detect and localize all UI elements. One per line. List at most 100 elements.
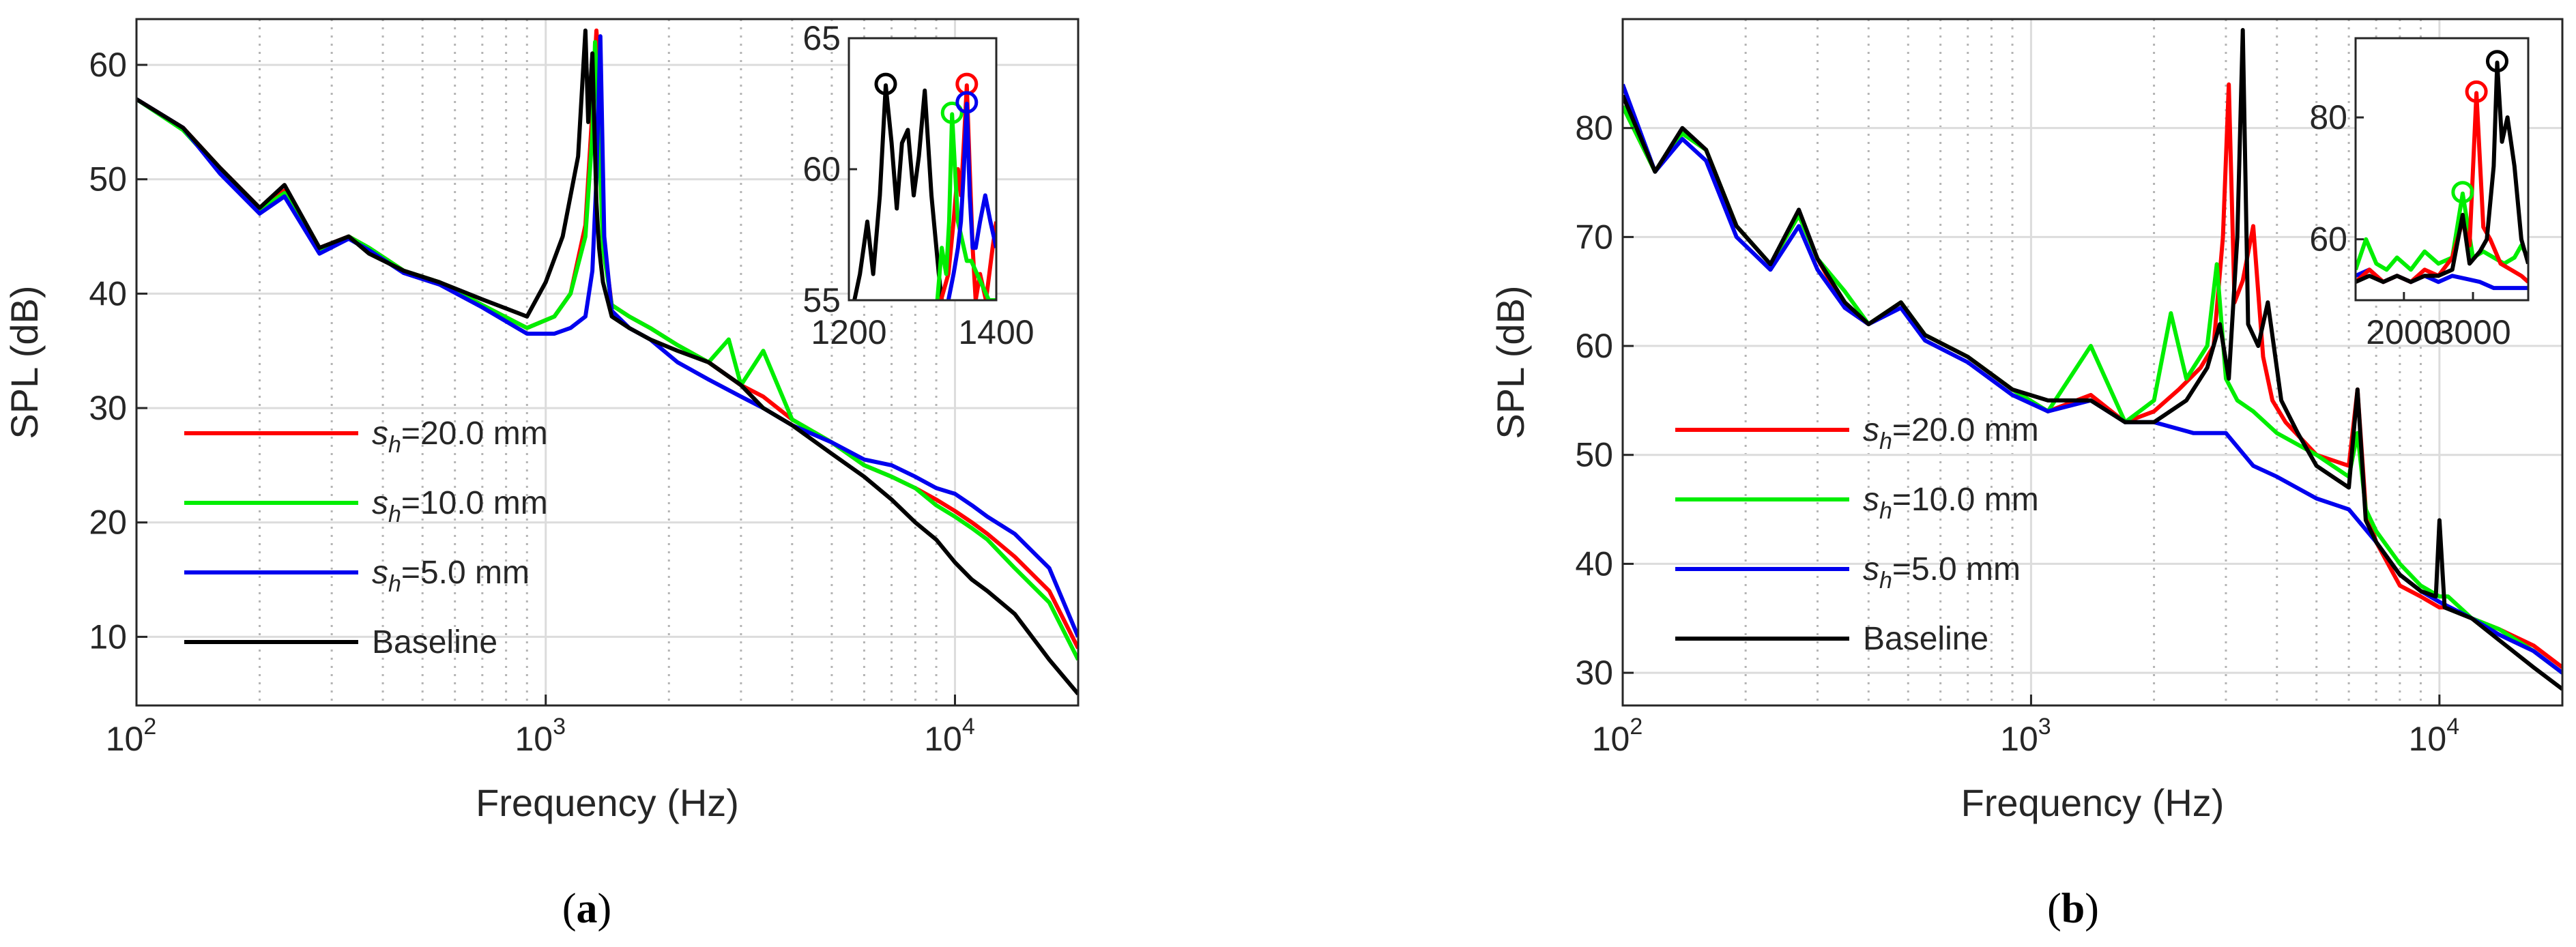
legend-subscript: h	[388, 432, 401, 458]
y-axis-label: SPL (dB)	[3, 285, 46, 439]
legend-entry: sh=10.0 mm	[1863, 482, 2039, 524]
legend-subscript: h	[388, 501, 401, 527]
y-tick-label: 70	[1575, 218, 1613, 256]
inset-series-line	[2356, 60, 2528, 285]
y-tick-label: 20	[89, 504, 127, 542]
inset-axes-box	[2354, 37, 2530, 302]
peak-marker	[2465, 80, 2488, 103]
y-tick-label: 30	[1575, 654, 1613, 692]
legend-subscript: h	[1879, 498, 1892, 524]
series-group	[136, 28, 1078, 696]
y-tick-label: 10	[89, 617, 127, 656]
inset-x-tick-label: 1200	[811, 313, 886, 351]
x-tick-label: 104	[2409, 714, 2460, 758]
inset-y-tick-label: 65	[802, 19, 841, 57]
peak-marker	[874, 72, 897, 96]
y-tick-label: 50	[1575, 436, 1613, 474]
inset-y-tick-label: 60	[2309, 220, 2347, 259]
x-tick-exponent: 3	[2038, 714, 2051, 740]
y-tick-label: 80	[1575, 109, 1613, 147]
x-axis-label: Frequency (Hz)	[1961, 781, 2225, 824]
legend-variable: s	[1863, 482, 1879, 518]
legend-entry: sh=20.0 mm	[1863, 412, 2039, 454]
y-axis-label: SPL (dB)	[1489, 285, 1532, 439]
series-line	[1623, 28, 2562, 691]
legend-entry: Baseline	[1863, 621, 1988, 657]
legend-value: =20.0 mm	[1892, 412, 2039, 448]
x-tick-exponent: 4	[962, 714, 975, 740]
caption-close-paren: )	[598, 886, 612, 932]
inset-y-tick-label: 60	[802, 150, 841, 188]
x-tick-exponent: 2	[1630, 714, 1642, 740]
inset-x-tick-label: 2000	[2366, 313, 2442, 351]
axes-box	[1621, 18, 2564, 707]
x-tick-label: 103	[2000, 714, 2051, 758]
x-tick-exponent: 3	[553, 714, 566, 740]
caption-open-paren: (	[2047, 886, 2061, 932]
legend-value: =20.0 mm	[401, 416, 548, 452]
x-tick-exponent: 4	[2446, 714, 2459, 740]
caption-letter: b	[2061, 886, 2085, 932]
panel-caption: (b)	[2047, 886, 2099, 932]
x-tick-base: 10	[2409, 720, 2447, 758]
peak-marker	[2485, 50, 2508, 73]
x-tick-base: 10	[515, 720, 553, 758]
caption-open-paren: (	[562, 886, 577, 932]
inset-series-line	[946, 102, 996, 300]
inset-series-group	[852, 83, 996, 300]
inset-chart: 55 60 65 1200 1400	[802, 19, 1034, 351]
y-tick-label: 50	[89, 160, 127, 199]
inset-series-group	[2356, 60, 2528, 291]
panel-caption: (a)	[562, 886, 611, 932]
legend-subscript: h	[388, 571, 401, 597]
peak-marker	[940, 101, 964, 124]
inset-series-line	[852, 83, 944, 300]
legend-value: =5.0 mm	[401, 555, 530, 591]
legend-subscript: h	[1879, 568, 1892, 594]
x-tick-exponent: 2	[143, 714, 156, 740]
x-axis-label: Frequency (Hz)	[476, 781, 739, 824]
legend-variable: s	[372, 485, 388, 521]
axes-box	[135, 18, 1080, 707]
x-tick-base: 10	[924, 720, 962, 758]
series-group	[1623, 28, 2562, 691]
legend-entry: sh=5.0 mm	[1863, 551, 2021, 594]
y-tick-label: 40	[89, 274, 127, 312]
y-tick-label: 40	[1575, 544, 1613, 583]
legend-entry: sh=5.0 mm	[372, 555, 530, 597]
legend-value: =5.0 mm	[1892, 551, 2021, 587]
peak-marker	[2451, 181, 2474, 204]
legend-variable: s	[1863, 412, 1879, 448]
legend-variable: s	[1863, 551, 1879, 587]
x-tick-label: 104	[924, 714, 975, 758]
legend-variable: s	[372, 416, 388, 452]
caption-letter: a	[577, 886, 598, 932]
legend-subscript: h	[1879, 428, 1892, 454]
inset-y-tick-label: 55	[802, 281, 841, 319]
peak-marker	[955, 91, 979, 114]
x-tick-base: 10	[1592, 720, 1630, 758]
x-tick-label: 102	[106, 714, 157, 758]
x-tick-label: 103	[515, 714, 566, 758]
x-tick-label: 102	[1592, 714, 1643, 758]
x-tick-base: 10	[106, 720, 144, 758]
legend-entry: sh=20.0 mm	[372, 416, 548, 458]
legend-entry: sh=10.0 mm	[372, 485, 548, 527]
legend-entry: Baseline	[372, 624, 497, 660]
y-tick-label: 30	[89, 389, 127, 427]
y-tick-label: 60	[89, 46, 127, 84]
inset-x-tick-label: 3000	[2435, 313, 2510, 351]
legend-value: =10.0 mm	[401, 485, 548, 521]
legend-variable: s	[372, 555, 388, 591]
series-line	[136, 28, 1078, 696]
inset-x-tick-label: 1400	[958, 313, 1034, 351]
inset-y-tick-label: 80	[2309, 98, 2347, 136]
